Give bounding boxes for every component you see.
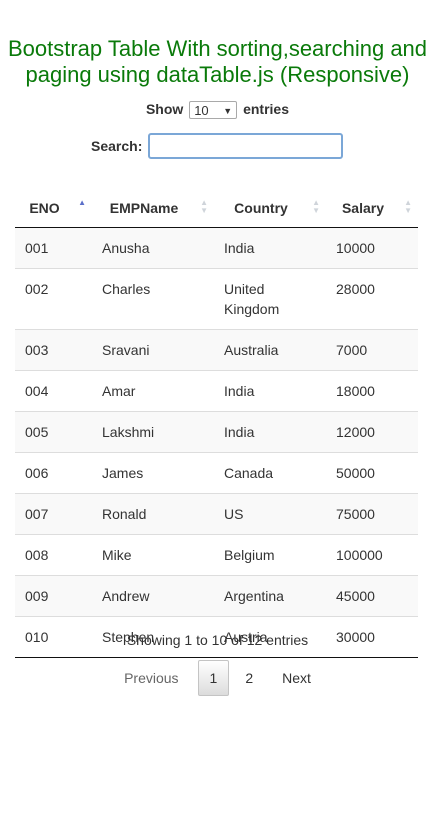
- sort-both-icon: ▲ ▼: [312, 198, 320, 215]
- cell-country: Belgium: [214, 533, 326, 575]
- cell-country: India: [214, 227, 326, 268]
- cell-salary: 75000: [326, 492, 418, 534]
- sort-both-icon: ▲ ▼: [404, 198, 412, 215]
- table-header-row: ENO ▲▼ EMPName ▲▼ Country ▲▼ Salary ▲▼: [15, 190, 418, 228]
- entries-per-page-select[interactable]: 10 ▼: [189, 101, 238, 120]
- table-row: 009 Andrew Argentina 45000: [15, 574, 418, 616]
- page-2-button[interactable]: 2: [245, 670, 254, 686]
- cell-country: India: [214, 369, 326, 411]
- cell-eno: 004: [15, 369, 92, 411]
- cell-country: Canada: [214, 451, 326, 493]
- table-row: 006 James Canada 50000: [15, 451, 418, 493]
- cell-empname: Stephen: [92, 615, 214, 658]
- cell-empname: Charles: [92, 267, 214, 329]
- cell-empname: Ronald: [92, 492, 214, 534]
- employee-table: ENO ▲▼ EMPName ▲▼ Country ▲▼ Salary ▲▼ 0…: [15, 190, 418, 658]
- cell-salary: 7000: [326, 328, 418, 370]
- search-control: Search:: [0, 132, 435, 160]
- cell-eno: 010: [15, 615, 92, 658]
- cell-salary: 28000: [326, 267, 418, 329]
- column-header-eno[interactable]: ENO ▲▼: [15, 190, 92, 228]
- table-row: 008 Mike Belgium 100000: [15, 533, 418, 575]
- search-label: Search:: [91, 138, 143, 154]
- cell-empname: Mike: [92, 533, 214, 575]
- column-header-label: Salary: [341, 200, 385, 217]
- cell-empname: Anusha: [92, 227, 214, 268]
- table-info: Showing 1 to 10 of 12 entries: [126, 632, 309, 648]
- cell-salary: 12000: [326, 410, 418, 452]
- cell-salary: 10000: [326, 227, 418, 268]
- column-header-country[interactable]: Country ▲ ▼: [214, 190, 326, 228]
- cell-eno: 002: [15, 267, 92, 329]
- table-row: 002 Charles United Kingdom 28000: [15, 267, 418, 329]
- show-label: Show: [145, 101, 184, 117]
- cell-country: Argentina: [214, 574, 326, 616]
- cell-empname: Andrew: [92, 574, 214, 616]
- cell-eno: 007: [15, 492, 92, 534]
- pagination: Previous 1 2 Next: [0, 660, 435, 696]
- column-header-label: ENO: [29, 200, 60, 217]
- column-header-label: Country: [234, 200, 288, 217]
- cell-country: Austria: [214, 615, 326, 658]
- cell-empname: James: [92, 451, 214, 493]
- cell-eno: 009: [15, 574, 92, 616]
- cell-salary: 30000: [326, 615, 418, 658]
- entries-label: entries: [243, 101, 290, 117]
- next-page-button[interactable]: Next: [282, 670, 311, 686]
- cell-eno: 008: [15, 533, 92, 575]
- table-row: 005 Lakshmi India 12000: [15, 410, 418, 452]
- table-row: 010 Stephen Austria 30000: [15, 615, 418, 658]
- table-row: 007 Ronald US 75000: [15, 492, 418, 534]
- length-control: Show 10 ▼ entries: [0, 98, 435, 120]
- sort-both-icon: ▲ ▼: [200, 198, 208, 215]
- cell-salary: 100000: [326, 533, 418, 575]
- cell-empname: Sravani: [92, 328, 214, 370]
- cell-eno: 005: [15, 410, 92, 452]
- sort-asc-icon: ▲▼: [78, 198, 86, 207]
- cell-eno: 003: [15, 328, 92, 370]
- table-row: 001 Anusha India 10000: [15, 227, 418, 268]
- cell-country: US: [214, 492, 326, 534]
- column-header-empname[interactable]: EMPName ▲ ▼: [92, 190, 214, 228]
- dropdown-arrow-icon: ▼: [223, 106, 233, 117]
- column-header-salary[interactable]: Salary ▲ ▼: [326, 190, 418, 228]
- table-row: 004 Amar India 18000: [15, 369, 418, 411]
- table-row: 003 Sravani Australia 7000: [15, 328, 418, 370]
- cell-salary: 45000: [326, 574, 418, 616]
- entries-per-page-value: 10: [194, 103, 209, 119]
- cell-eno: 001: [15, 227, 92, 268]
- cell-empname: Amar: [92, 369, 214, 411]
- column-header-label: EMPName: [109, 200, 179, 217]
- page-1-button[interactable]: 1: [197, 660, 230, 696]
- cell-salary: 18000: [326, 369, 418, 411]
- previous-page-button[interactable]: Previous: [124, 670, 179, 686]
- cell-salary: 50000: [326, 451, 418, 493]
- cell-country: Australia: [214, 328, 326, 370]
- page-title: Bootstrap Table With sorting,searching a…: [7, 36, 428, 87]
- cell-empname: Lakshmi: [92, 410, 214, 452]
- cell-eno: 006: [15, 451, 92, 493]
- cell-country: United Kingdom: [214, 267, 326, 329]
- cell-country: India: [214, 410, 326, 452]
- search-input[interactable]: [148, 133, 343, 159]
